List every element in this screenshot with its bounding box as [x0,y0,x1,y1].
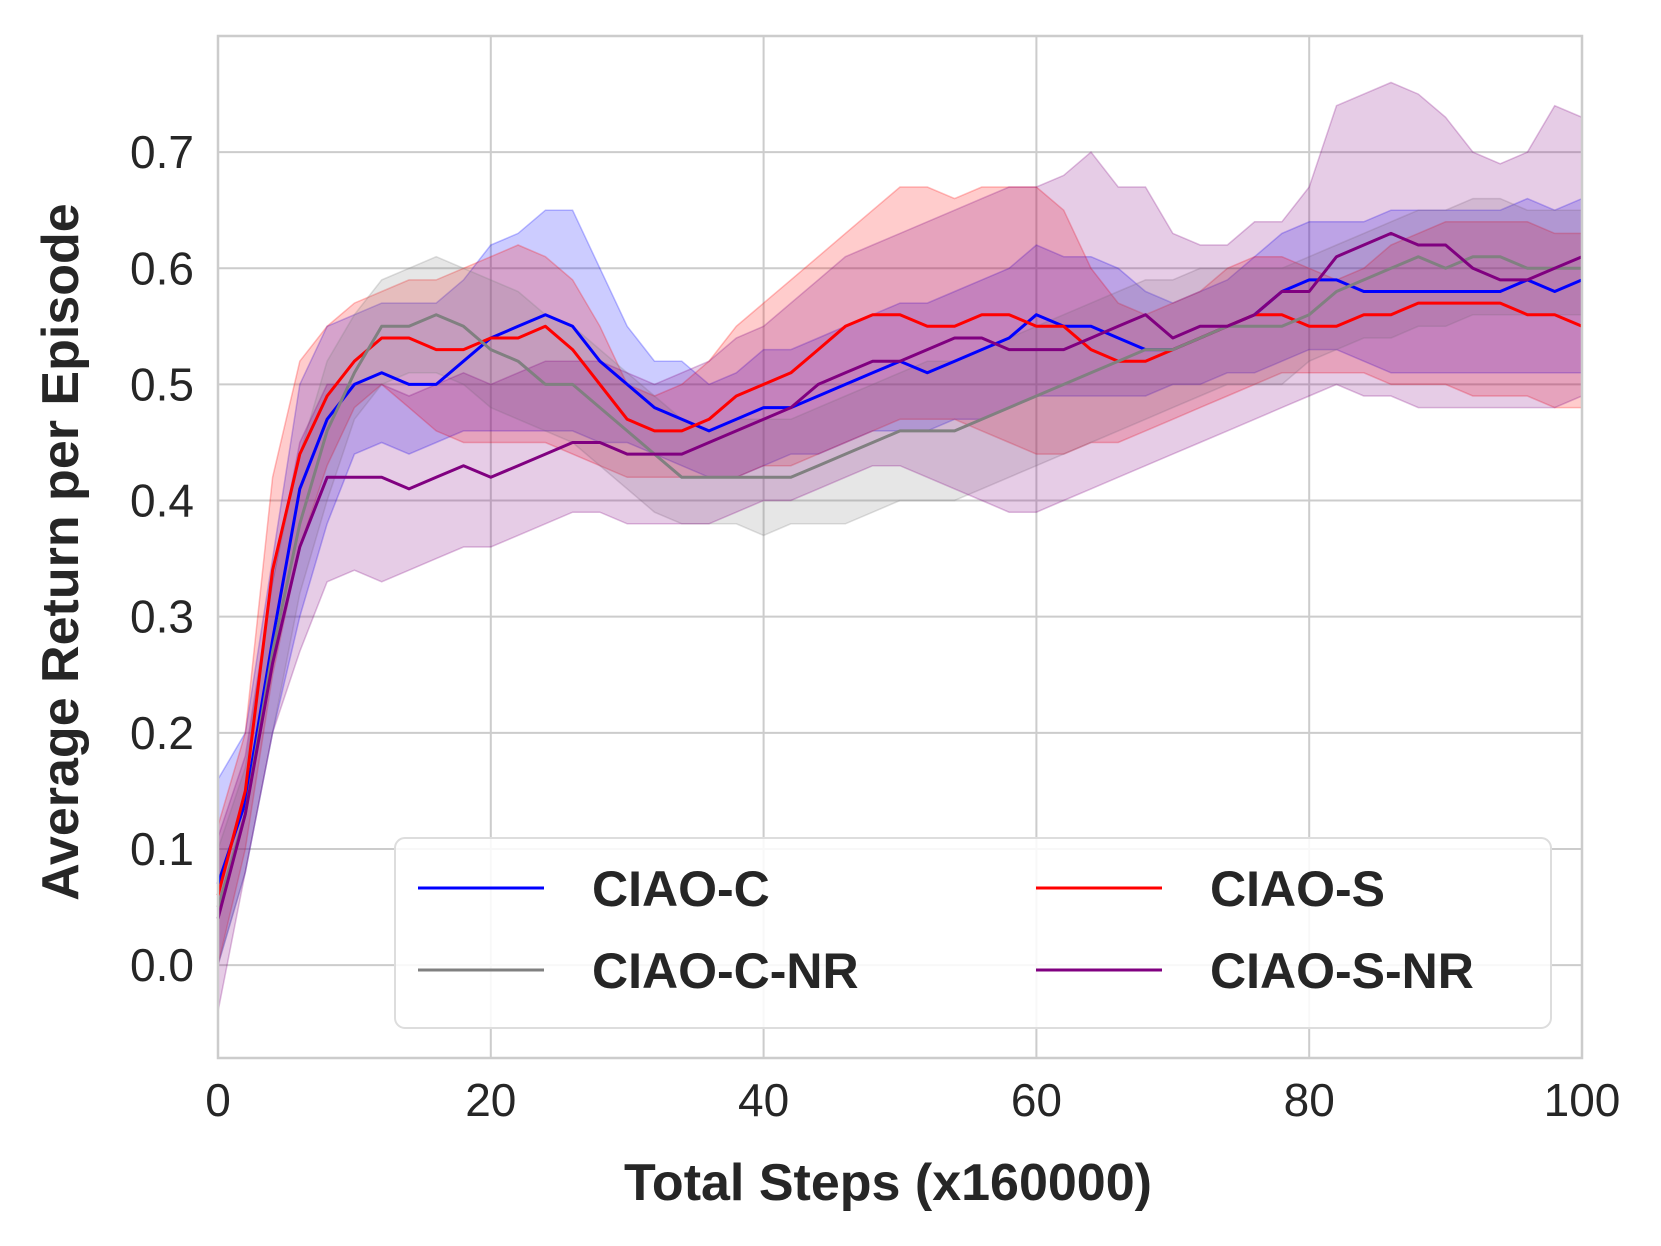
plot-frame [216,34,1584,1060]
y-tick-label: 0.2 [130,707,194,759]
x-tick-label: 80 [1284,1074,1335,1126]
y-axis-ticks: 0.0 0.1 0.2 0.3 0.4 0.5 0.6 0.7 [130,126,194,991]
y-tick-label: 0.6 [130,242,194,294]
x-tick-label: 0 [205,1074,231,1126]
y-tick-label: 0.4 [130,475,194,527]
legend: CIAO-C CIAO-S CIAO-C-NR CIAO-S-NR [394,837,1552,1029]
line-ciao-s-nr [216,231,1583,919]
x-axis-title: Total Steps (x160000) [624,1154,1152,1212]
legend-label-ciao-c: CIAO-C [592,861,770,917]
series-lines [216,231,1583,919]
legend-label-ciao-s-nr: CIAO-S-NR [1210,943,1474,999]
x-tick-label: 40 [738,1074,789,1126]
x-tick-label: 60 [1011,1074,1062,1126]
y-tick-label: 0.1 [130,823,194,875]
line-ciao-s [216,301,1583,896]
x-axis-ticks: 0 20 40 60 80 100 [205,1074,1620,1126]
line-ciao-c-nr [216,255,1582,908]
y-tick-label: 0.0 [130,939,194,991]
legend-label-ciao-s: CIAO-S [1210,861,1385,917]
y-tick-label: 0.7 [130,126,194,178]
legend-box [394,837,1552,1029]
y-tick-label: 0.5 [130,358,194,410]
x-tick-label: 20 [465,1074,516,1126]
x-tick-label: 100 [1544,1074,1621,1126]
legend-label-ciao-c-nr: CIAO-C-NR [592,943,859,999]
y-axis-title: Average Return per Episode [32,203,90,900]
y-tick-label: 0.3 [130,591,194,643]
